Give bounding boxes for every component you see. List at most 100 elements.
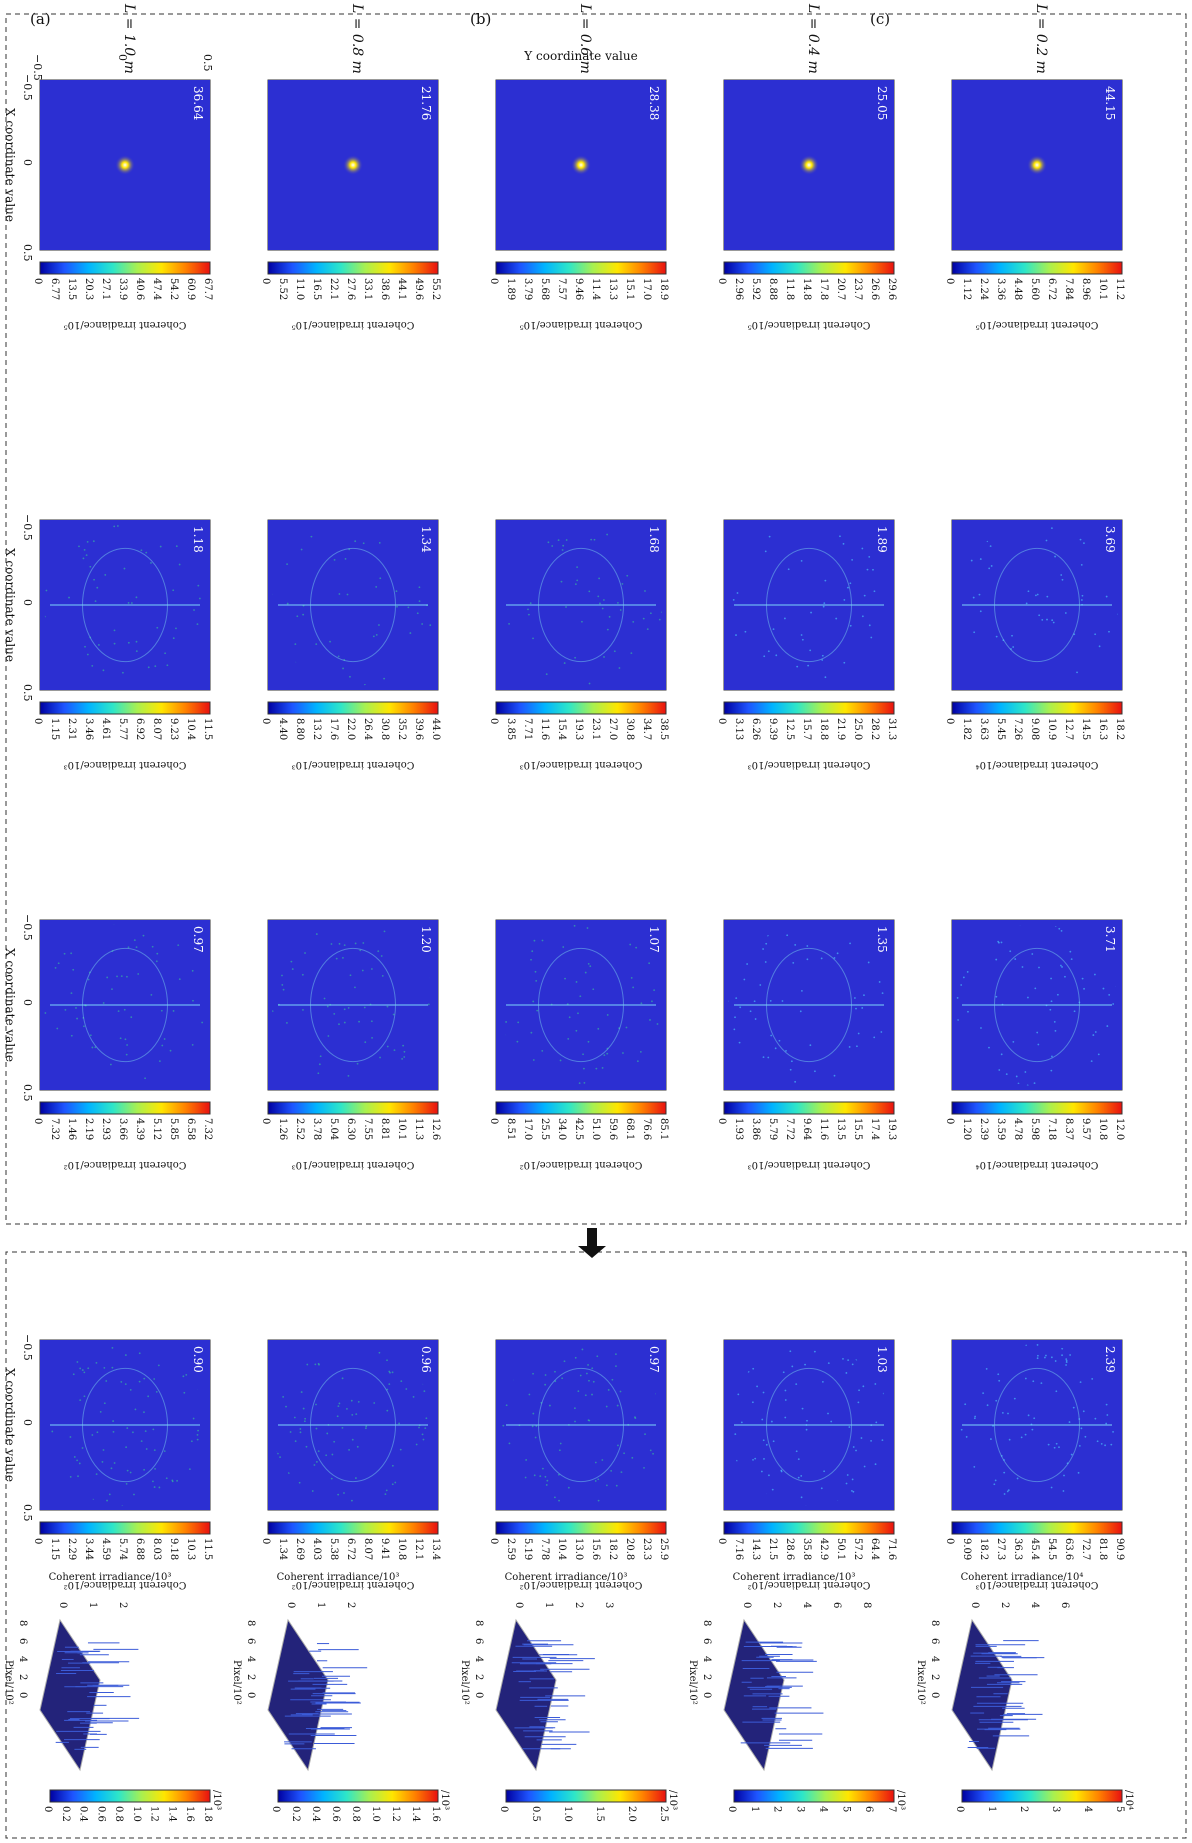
colorbar-tick: 11.0 [294, 278, 305, 300]
speckle [856, 1045, 858, 1048]
speckle [979, 610, 982, 613]
colorbar-tick: 1.20 [961, 1118, 972, 1140]
speckle [313, 1464, 316, 1466]
speckle [610, 1469, 613, 1472]
colorbar-tick: 10.8 [1097, 1118, 1108, 1140]
speckle [143, 1468, 146, 1471]
colorbar-tick: 27.0 [607, 718, 618, 740]
speckle [581, 1348, 584, 1351]
speckle [762, 1056, 765, 1059]
peak-ratio: 0.97 [647, 1346, 661, 1373]
caustic-curve [766, 1367, 852, 1483]
speckle [371, 1036, 373, 1039]
speckle [801, 638, 804, 641]
speckle [1033, 1082, 1036, 1085]
panel-label: (a) [30, 10, 51, 28]
colorbar-tick: 18.2 [607, 1538, 618, 1560]
speckle [1079, 538, 1082, 541]
speckle [772, 628, 775, 631]
colorbar-tick: 30.8 [624, 718, 635, 740]
speckle [849, 582, 852, 585]
z-tick: 1 [87, 1602, 98, 1608]
speckle [854, 997, 856, 999]
speckle [997, 1373, 1000, 1376]
pixel-axis-label: Pixel/10² [3, 1660, 14, 1705]
surface-plot [951, 1618, 1013, 1772]
colorbar-tick: 67.7 [202, 278, 213, 300]
speckle [784, 1399, 787, 1401]
surface-colorbar-tick: 0.6 [95, 1806, 106, 1822]
map-content [501, 1345, 662, 1504]
colorbar-tick: 3.13 [733, 718, 744, 740]
surface-colorbar-tick: 0 [954, 1806, 965, 1812]
speckle [982, 1392, 985, 1395]
speckle [1083, 987, 1085, 990]
speckle [594, 1480, 597, 1482]
speckle [154, 1467, 156, 1470]
speckle [1037, 1043, 1040, 1046]
colorbar-tick: 29.6 [886, 278, 897, 300]
speckle [623, 1452, 625, 1455]
speckle [120, 1381, 123, 1383]
speckle [1051, 1055, 1053, 1058]
speckle [762, 1439, 765, 1442]
caustic-curve [538, 1367, 624, 1483]
y-axis-label: Y coordinate value [523, 49, 637, 63]
speckle [119, 1037, 122, 1040]
colorbar-tick: 10.4 [556, 1538, 567, 1560]
speckle [878, 981, 881, 983]
pixel-tick: 4 [701, 1656, 712, 1662]
colorbar-unit: Coherent irradiance/10² [292, 1579, 415, 1590]
pixel-tick: 0 [17, 1692, 28, 1698]
pixel-tick: 0 [701, 1692, 712, 1698]
speckle [784, 1389, 787, 1392]
speckle [333, 1440, 336, 1443]
colorbar [267, 701, 439, 715]
speckle [1090, 1060, 1093, 1063]
speckle [601, 607, 604, 610]
speckle [1033, 1417, 1036, 1420]
speckle [611, 1378, 614, 1381]
map-content [49, 1344, 206, 1506]
speckle [583, 1067, 585, 1070]
speckle [764, 961, 767, 963]
colorbar-tick: 7.55 [362, 1118, 373, 1140]
colorbar-tick: 5.98 [1029, 1118, 1040, 1140]
colorbar-tick: 8.51 [505, 1118, 516, 1140]
speckle [1061, 1347, 1064, 1350]
colorbar-tick: 20.8 [624, 1538, 635, 1560]
z-tick: 0 [969, 1602, 980, 1608]
colorbar-tick: 25.5 [539, 1118, 550, 1140]
speckle [597, 1027, 600, 1030]
speckle [833, 957, 836, 959]
speckle [505, 1404, 508, 1407]
colorbar-tick: 4.39 [134, 1118, 145, 1140]
x-tick: 0.5 [21, 684, 34, 702]
speckle [169, 1049, 172, 1052]
colorbar-tick: 27.3 [995, 1538, 1006, 1560]
colorbar-tick: 12.5 [784, 718, 795, 740]
colorbar-unit: Coherent irradiance/10⁵ [292, 319, 415, 330]
colorbar-unit: Coherent irradiance/10² [520, 1579, 643, 1590]
speckle [110, 1063, 112, 1066]
speckle [599, 602, 601, 605]
speckle [801, 1407, 804, 1410]
speckle [351, 1438, 354, 1441]
speckle [124, 1354, 127, 1356]
pixel-tick: 2 [17, 1674, 28, 1680]
colorbar-unit: Coherent irradiance/10³ [64, 759, 187, 770]
speckle [551, 545, 554, 547]
speckle [363, 1006, 366, 1009]
speckle [409, 632, 412, 634]
speckle [866, 568, 869, 571]
colorbar-tick: 10.1 [396, 1118, 407, 1140]
row-length-label: L = 0.2 m [1033, 3, 1049, 74]
speckle [1012, 1040, 1015, 1043]
caustic-curve [538, 947, 624, 1063]
surface-colorbar-tick: 1.2 [149, 1806, 160, 1822]
speckle [588, 682, 591, 685]
speckle [535, 1425, 538, 1427]
colorbar-tick: 35.8 [801, 1538, 812, 1560]
speckle [377, 950, 380, 953]
speckle [198, 597, 201, 600]
